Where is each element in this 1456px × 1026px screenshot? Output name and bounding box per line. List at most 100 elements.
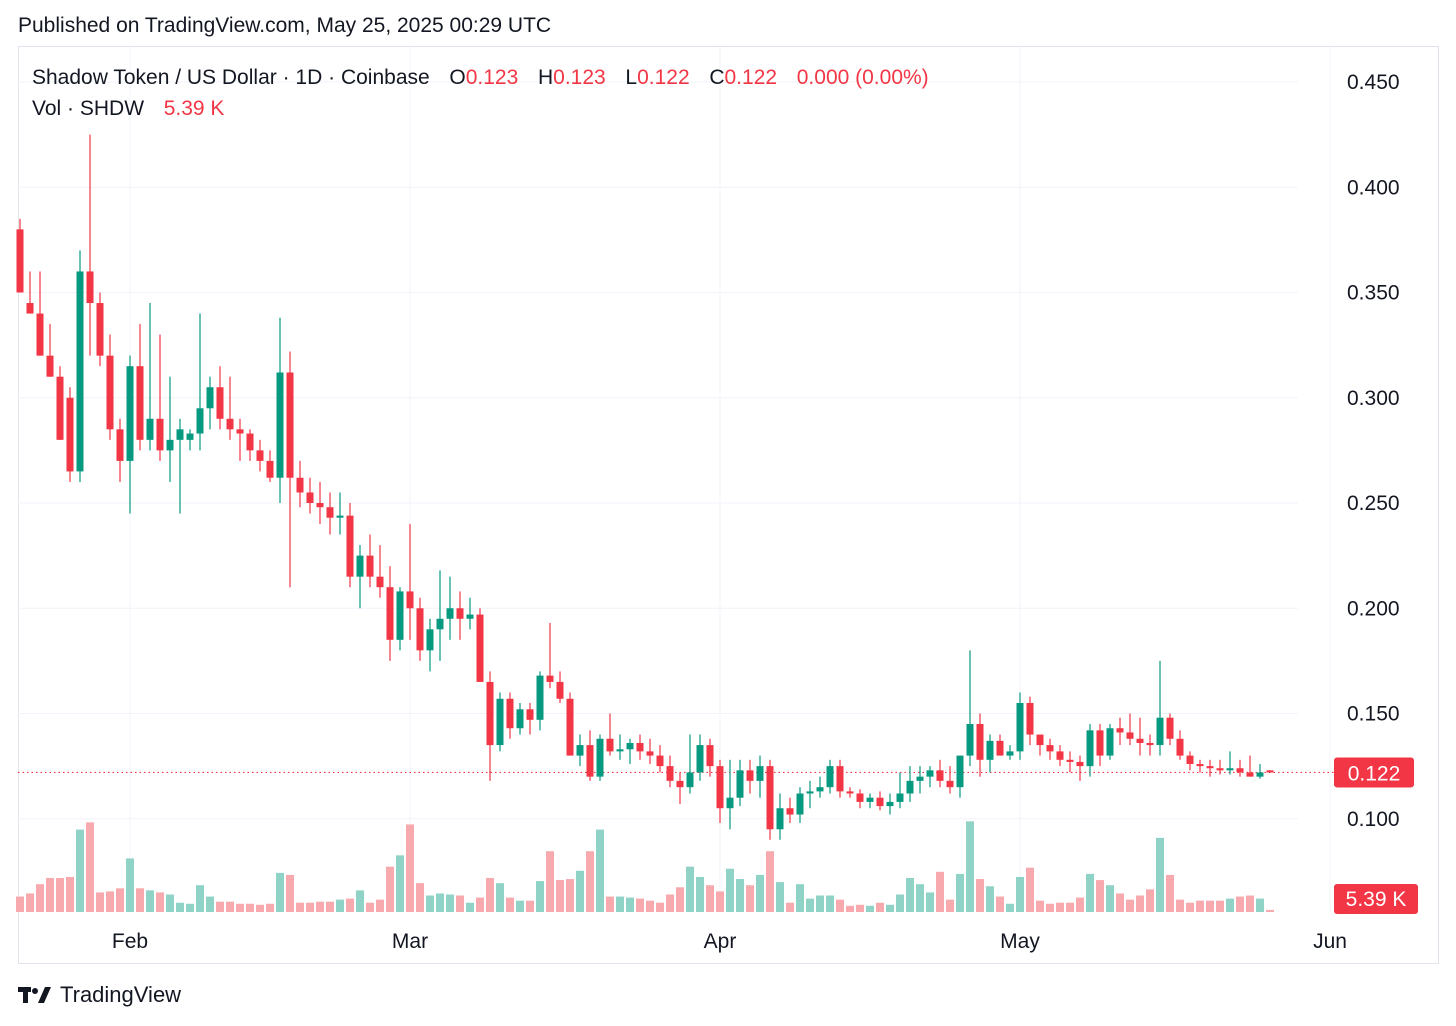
high-label: H [537,66,554,89]
candle-body [1136,738,1144,743]
candle-body [476,614,484,682]
volume-bar [436,893,444,912]
price-tick-label: 0.150 [1347,703,1400,726]
volume-bar [176,902,184,912]
tradingview-logo-icon [18,987,51,1003]
volume-bar [1196,900,1204,912]
volume-bar [1156,837,1164,912]
candle-body [156,418,164,451]
candle-body [676,780,684,788]
volume-bar [1216,900,1224,912]
volume-bar [1246,895,1254,912]
price-axis: 0.450 0.400 0.350 0.300 0.250 0.200 0.150 0.100 [1347,71,1400,831]
candle-body [876,797,884,807]
volume-bar [766,851,774,912]
footer-brand-text: TradingView [60,982,182,1007]
candle-body [536,675,544,720]
volume-bar [1096,880,1104,912]
candle-body [486,681,494,746]
volume-bar [596,829,604,912]
candle-body [1096,730,1104,756]
candle-body [1026,702,1034,735]
candle-body [416,608,424,651]
candle-body [936,770,944,781]
candle-body [576,745,584,756]
candle-body [66,397,74,472]
volume-bar [56,878,64,912]
time-tick-label: Jun [1313,930,1347,953]
volume-bar [396,855,404,912]
volume-bar [416,883,424,912]
candle-body [1126,732,1134,739]
candle-body [36,313,44,356]
candle-body [136,366,144,440]
candle-body [126,366,134,461]
interval-label[interactable]: 1D [295,66,323,89]
candle-body [296,477,304,493]
volume-bar [1266,909,1274,912]
candle-body [846,791,854,794]
volume-bar [1056,902,1064,912]
volume-bar [1026,867,1034,912]
volume-bar [166,894,174,912]
volume-bar [1076,897,1084,912]
volume-bar [206,896,214,912]
volume-bar [526,900,534,912]
candle-body [776,808,784,830]
symbol-name[interactable]: Shadow Token / US Dollar [32,66,277,89]
candle-body [246,433,254,451]
chart-legend: Shadow Token / US Dollar · 1D · Coinbase… [32,62,929,124]
footer-brand[interactable]: TradingView [18,982,181,1008]
candle-body [686,772,694,788]
candle-body [696,745,704,773]
volume-bar [146,890,154,912]
volume-bar [806,898,814,912]
close-label: C [709,66,725,89]
candle-body [656,755,664,767]
price-tick-label: 0.350 [1347,282,1400,305]
candle-body [796,793,804,815]
volume-bar [826,895,834,912]
published-caption: Published on TradingView.com, May 25, 20… [18,14,552,37]
candle-body [106,355,114,430]
close-value: 0.122 [724,66,778,89]
volume-bar [1186,902,1194,912]
volume-bar [226,901,234,912]
candle-body [356,555,364,577]
low-label: L [625,66,638,89]
candle-body [806,791,814,794]
volume-bar [586,851,594,912]
volume-bar [46,878,54,912]
volume-bar [656,902,664,912]
volume-bar [626,897,634,912]
candle-body [86,271,94,304]
volume-bar [296,902,304,912]
volume-bar [696,876,704,912]
chart-frame[interactable] [18,46,1439,964]
volume-bar [116,888,124,912]
candle-body [26,303,34,314]
volume-bar [686,866,694,912]
volume-bar [96,892,104,912]
candle-body [626,742,634,750]
candle-body [606,738,614,752]
volume-bar [676,887,684,912]
candle-body [1196,764,1204,767]
volume-bar [886,904,894,912]
volume-label[interactable]: Vol · SHDW [32,97,145,120]
symbol-row: Shadow Token / US Dollar · 1D · Coinbase… [32,66,929,89]
candle-body [896,793,904,802]
price-tick-label: 0.100 [1347,808,1400,831]
volume-bar [916,884,924,912]
candle-body [376,576,384,588]
volume-bar [646,900,654,912]
volume-bar [736,879,744,912]
candle-body [496,698,504,746]
candle-body [276,372,284,478]
volume-bar [1066,902,1074,912]
volume-bar [866,905,874,912]
volume-bar [1036,900,1044,912]
candle-body [176,429,184,440]
volume-bar [1146,889,1154,912]
